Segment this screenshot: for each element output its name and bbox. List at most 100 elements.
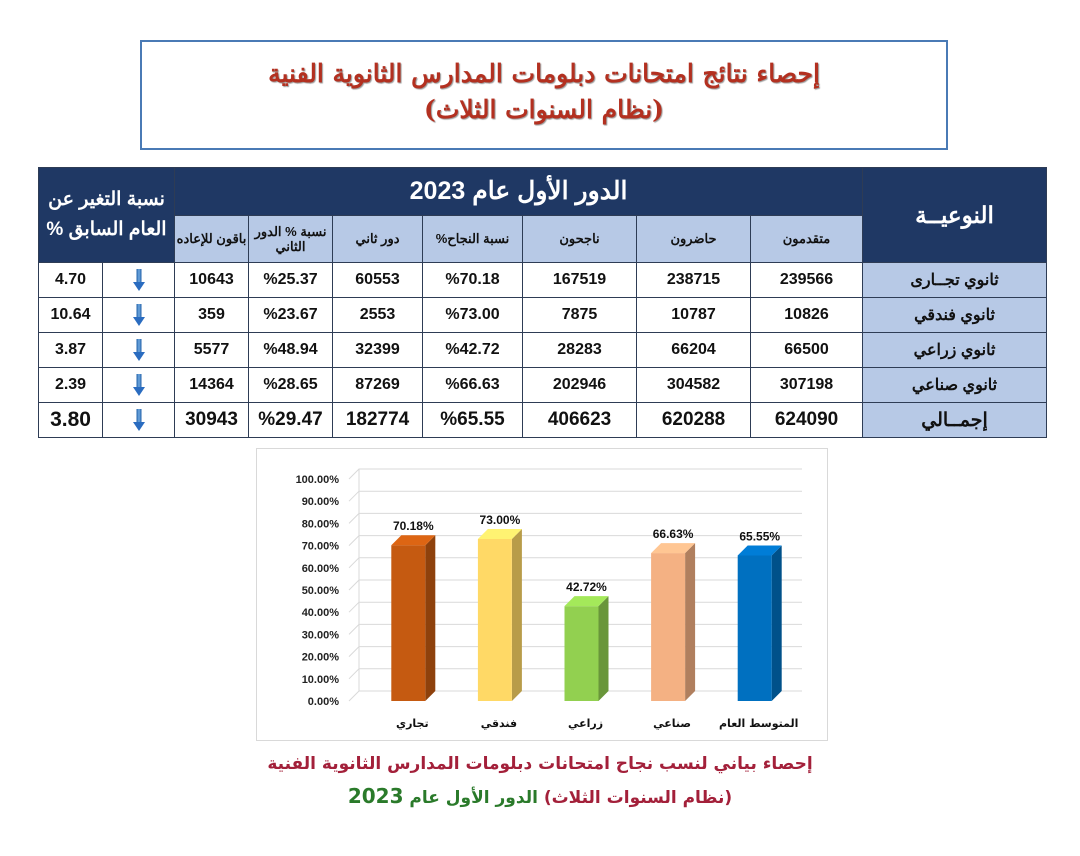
chart-caption-line2: (نظام السنوات الثلاث) الدور الأول عام 20… <box>0 784 1080 808</box>
category-header: النوعيــة <box>862 167 1048 263</box>
cell-second-round-rate: %48.94 <box>248 332 334 368</box>
cell-applicants: 307198 <box>750 367 864 403</box>
cell-applicants: 10826 <box>750 297 864 333</box>
cell-pass-rate: %73.00 <box>422 297 524 333</box>
y-tick-label: 50.00% <box>302 585 340 597</box>
y-tick-label: 0.00% <box>308 696 339 708</box>
total-row: إجمــالي 624090 620288 406623 %65.55 182774 %2… <box>37 402 1048 438</box>
col-header-second-round: دور ثاني <box>332 214 424 263</box>
trend-cell <box>102 367 176 403</box>
table-row: ثانوي تجــارى 239566 238715 167519 %70.18 605… <box>37 262 1048 298</box>
results-table: النوعيــة الدور الأول عام 2023 نسبة التغ… <box>37 167 1048 438</box>
cell-pass-rate: %42.72 <box>422 332 524 368</box>
cell-repeaters: 14364 <box>174 367 250 403</box>
bar-3 <box>651 543 696 701</box>
pass-rate-chart: 0.00% 10.00% 20.00% 30.00% 40.00% 50.00% 60.00… <box>296 468 802 730</box>
cell-attendees: 10787 <box>636 297 752 333</box>
cell-second-round: 87269 <box>332 367 424 403</box>
gridline <box>348 468 802 480</box>
caption-year: 2023 <box>347 784 404 808</box>
trend-cell <box>102 262 176 298</box>
table-row: ثانوي زراعي 66500 66204 28283 %42.72 32399 %48… <box>37 332 1048 368</box>
y-tick-label: 10.00% <box>302 674 340 686</box>
cell-passed: 406623 <box>522 402 638 438</box>
cell-pass-rate: %65.55 <box>422 402 524 438</box>
x-category-label: زراعي <box>568 717 603 730</box>
bar-value-label: 73.00% <box>480 513 521 527</box>
col-header-repeaters: باقون للإعاده <box>174 214 250 263</box>
cell-repeaters: 359 <box>174 297 250 333</box>
x-category-label: فندقي <box>481 717 517 730</box>
change-header: نسبة التغير عن العام السابق % <box>37 167 176 263</box>
cell-passed: 7875 <box>522 297 638 333</box>
trend-cell <box>102 402 176 438</box>
x-category-label: المتوسط العام <box>719 717 798 730</box>
cell-passed: 202946 <box>522 367 638 403</box>
cell-change: 3.87 <box>37 332 104 368</box>
cell-attendees: 238715 <box>636 262 752 298</box>
cell-second-round: 60553 <box>332 262 424 298</box>
cell-second-round: 32399 <box>332 332 424 368</box>
bar-value-label: 70.18% <box>393 519 434 533</box>
cell-pass-rate: %66.63 <box>422 367 524 403</box>
col-header-passed: ناجحون <box>522 214 638 263</box>
col-header-attendees: حاضرون <box>636 214 752 263</box>
caption-round: الدور الأول عام <box>409 788 538 808</box>
cell-attendees: 304582 <box>636 367 752 403</box>
arrow-down-icon <box>132 339 145 361</box>
y-tick-label: 80.00% <box>302 518 340 530</box>
cell-repeaters: 5577 <box>174 332 250 368</box>
chart-caption-line1: إحصاء بياني لنسب نجاح امتحانات دبلومات ا… <box>267 754 813 774</box>
col-header-pass-rate: نسبة النجاح% <box>422 214 524 263</box>
cell-second-round-rate: %25.37 <box>248 262 334 298</box>
cell-second-round-rate: %28.65 <box>248 367 334 403</box>
bar-value-label: 66.63% <box>653 527 694 541</box>
cell-attendees: 620288 <box>636 402 752 438</box>
arrow-down-icon <box>132 269 145 291</box>
table-row: ثانوي فندقي 10826 10787 7875 %73.00 2553 %23.6… <box>37 297 1048 333</box>
cell-change: 10.64 <box>37 297 104 333</box>
cell-second-round: 182774 <box>332 402 424 438</box>
y-tick-label: 100.00% <box>296 474 340 486</box>
bar-2 <box>564 596 609 701</box>
cell-repeaters: 30943 <box>174 402 250 438</box>
cell-change: 2.39 <box>37 367 104 403</box>
table-row: ثانوي صناعي 307198 304582 202946 %66.63 87269… <box>37 367 1048 403</box>
page-title-line1: إحصاء نتائج امتحانات دبلومات المدارس الث… <box>268 59 820 88</box>
cell-change: 3.80 <box>37 402 104 438</box>
bar-value-label: 65.55% <box>739 529 780 543</box>
cell-applicants: 624090 <box>750 402 864 438</box>
gridline <box>348 490 802 502</box>
cell-attendees: 66204 <box>636 332 752 368</box>
title-box: إحصاء نتائج امتحانات دبلومات المدارس الث… <box>140 40 948 150</box>
x-category-label: تجاري <box>396 717 429 730</box>
caption-system: (نظام السنوات الثلاث) <box>543 788 733 808</box>
x-category-label: صناعي <box>653 717 691 730</box>
cell-change: 4.70 <box>37 262 104 298</box>
cell-passed: 28283 <box>522 332 638 368</box>
bar-0 <box>391 535 436 701</box>
arrow-down-icon <box>132 304 145 326</box>
chart-frame: 0.00% 10.00% 20.00% 30.00% 40.00% 50.00% 60.00… <box>256 448 828 741</box>
page-title-line2: (نظام السنوات الثلاث) <box>423 95 665 124</box>
bar-4 <box>737 545 782 701</box>
cell-repeaters: 10643 <box>174 262 250 298</box>
col-header-second-round-rate: نسبة % الدور الثاني <box>248 214 334 263</box>
cell-applicants: 239566 <box>750 262 864 298</box>
bar-value-label: 42.72% <box>566 580 607 594</box>
trend-cell <box>102 332 176 368</box>
row-category: ثانوي فندقي <box>862 297 1048 333</box>
y-tick-label: 30.00% <box>302 629 340 641</box>
row-category: ثانوي صناعي <box>862 367 1048 403</box>
cell-second-round-rate: %29.47 <box>248 402 334 438</box>
cell-pass-rate: %70.18 <box>422 262 524 298</box>
y-tick-label: 20.00% <box>302 652 340 664</box>
trend-cell <box>102 297 176 333</box>
arrow-down-icon <box>132 408 145 431</box>
row-category: ثانوي تجــارى <box>862 262 1048 298</box>
round-header: الدور الأول عام 2023 <box>174 167 864 216</box>
cell-passed: 167519 <box>522 262 638 298</box>
row-category: ثانوي زراعي <box>862 332 1048 368</box>
cell-applicants: 66500 <box>750 332 864 368</box>
row-category: إجمــالي <box>862 402 1048 438</box>
